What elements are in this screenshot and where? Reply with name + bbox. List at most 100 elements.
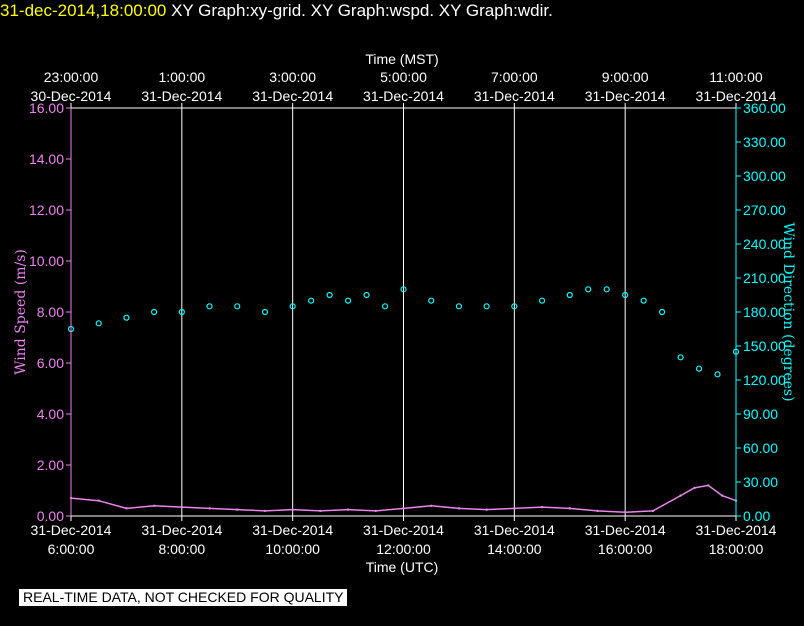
wdir-point <box>603 286 610 293</box>
left-axis-label: Wind Speed (m/s) <box>13 249 29 375</box>
bottom-tick-time: 14:00:00 <box>487 541 542 557</box>
top-tick-date: 31-Dec-2014 <box>363 88 444 104</box>
wspd-point <box>430 504 433 507</box>
wdir-point <box>178 308 185 316</box>
bottom-tick-time: 12:00:00 <box>376 541 431 557</box>
wspd-point <box>125 507 128 510</box>
bottom-tick-date: 31-Dec-2014 <box>31 522 112 538</box>
wspd-point <box>540 505 544 509</box>
top-tick-time: 5:00:00 <box>380 69 427 85</box>
wspd-point <box>402 507 405 510</box>
left-tick-label: 12.00 <box>29 202 64 218</box>
right-tick-label: 360.00 <box>743 100 786 116</box>
wspd-point <box>457 507 461 510</box>
bottom-tick-time: 16:00:00 <box>598 541 653 557</box>
wdir-point <box>381 303 389 310</box>
wspd-point <box>152 504 156 507</box>
wspd-point <box>180 505 184 509</box>
bottom-tick-time: 8:00:00 <box>158 541 205 557</box>
quality-notice: REAL-TIME DATA, NOT CHECKED FOR QUALITY <box>19 589 348 606</box>
wdir-point <box>566 291 573 299</box>
wdir-point <box>511 303 518 310</box>
bottom-tick-time: 10:00:00 <box>265 541 320 557</box>
wdir-point <box>123 314 130 321</box>
right-tick-label: 120.00 <box>743 372 786 388</box>
right-tick-label: 240.00 <box>743 236 786 252</box>
wspd-point <box>623 510 627 514</box>
bottom-tick-date: 31-Dec-2014 <box>252 522 333 538</box>
right-tick-label: 270.00 <box>743 202 786 218</box>
top-tick-time: 9:00:00 <box>602 69 649 85</box>
wspd-point <box>693 486 696 490</box>
wspd-point <box>291 508 294 511</box>
wspd-point <box>236 508 239 511</box>
wdir-point <box>640 297 647 304</box>
wspd-point <box>679 494 682 497</box>
wdir-point <box>326 291 333 299</box>
wspd-point <box>720 494 724 497</box>
wdir-point <box>659 308 666 316</box>
wspd-point <box>485 508 488 511</box>
top-axis-label: Time (MST) <box>365 51 438 67</box>
wspd-point <box>651 509 655 513</box>
right-tick-label: 330.00 <box>743 134 786 150</box>
top-tick-date: 31-Dec-2014 <box>696 88 777 104</box>
wspd-point <box>208 507 211 510</box>
right-tick-label: 300.00 <box>743 168 786 184</box>
top-tick-date: 31-Dec-2014 <box>474 88 555 104</box>
top-tick-time: 7:00:00 <box>491 69 538 85</box>
right-tick-label: 90.00 <box>743 406 778 422</box>
date-label: 31-dec-2014,18:00:00 <box>0 1 167 20</box>
left-tick-label: 8.00 <box>37 304 64 320</box>
top-tick-time: 23:00:00 <box>44 69 99 85</box>
wdir-point <box>363 291 370 299</box>
wspd-point <box>568 507 571 510</box>
graph-list-label: XY Graph:xy-grid. XY Graph:wspd. XY Grap… <box>166 1 553 20</box>
top-tick-date: 30-Dec-2014 <box>31 88 112 104</box>
wspd-point <box>319 509 322 513</box>
wdir-point <box>151 308 158 316</box>
bottom-tick-date: 31-Dec-2014 <box>474 522 555 538</box>
wdir-point <box>344 297 352 304</box>
wdir-series <box>67 286 740 378</box>
grid <box>181 108 626 516</box>
bottom-tick-time: 18:00:00 <box>709 541 764 557</box>
left-tick-label: 16.00 <box>29 100 64 116</box>
wspd-point <box>346 508 350 511</box>
wdir-point <box>714 371 721 378</box>
bottom-tick-date: 31-Dec-2014 <box>141 522 222 538</box>
right-tick-label: 30.00 <box>743 474 778 490</box>
left-tick-label: 10.00 <box>29 253 64 269</box>
top-tick-date: 31-Dec-2014 <box>252 88 333 104</box>
right-tick-label: 210.00 <box>743 270 786 286</box>
top-tick-time: 1:00:00 <box>158 69 205 85</box>
wdir-point <box>538 297 546 304</box>
top-tick-date: 31-Dec-2014 <box>141 88 222 104</box>
left-tick-label: 6.00 <box>37 355 64 371</box>
left-tick-label: 14.00 <box>29 151 64 167</box>
wspd-point <box>263 509 267 513</box>
wdir-point <box>95 320 102 327</box>
wdir-point <box>455 303 463 310</box>
axes: 31-Dec-2014 6:00:00 31-Dec-2014 8:00:00 31-D… <box>29 69 786 557</box>
wdir-point <box>206 303 213 310</box>
wdir-point <box>400 286 407 293</box>
wspd-point <box>97 499 100 502</box>
wspd-point <box>374 509 377 513</box>
right-tick-label: 60.00 <box>743 440 778 456</box>
top-tick-time: 3:00:00 <box>269 69 316 85</box>
wdir-point <box>234 303 241 310</box>
wdir-point <box>585 286 592 293</box>
right-tick-label: 150.00 <box>743 338 786 354</box>
wspd-series <box>69 484 738 514</box>
left-tick-label: 4.00 <box>37 406 64 422</box>
right-tick-label: 180.00 <box>743 304 786 320</box>
bottom-axis-label: Time (UTC) <box>366 559 439 575</box>
bottom-tick-date: 31-Dec-2014 <box>363 522 444 538</box>
right-axis-label: Wind Direction (degrees) <box>780 222 796 401</box>
bottom-tick-date: 31-Dec-2014 <box>585 522 666 538</box>
wdir-point <box>483 303 490 310</box>
wdir-point <box>695 365 703 372</box>
wspd-point <box>707 484 710 487</box>
bottom-tick-date: 31-Dec-2014 <box>696 522 777 538</box>
